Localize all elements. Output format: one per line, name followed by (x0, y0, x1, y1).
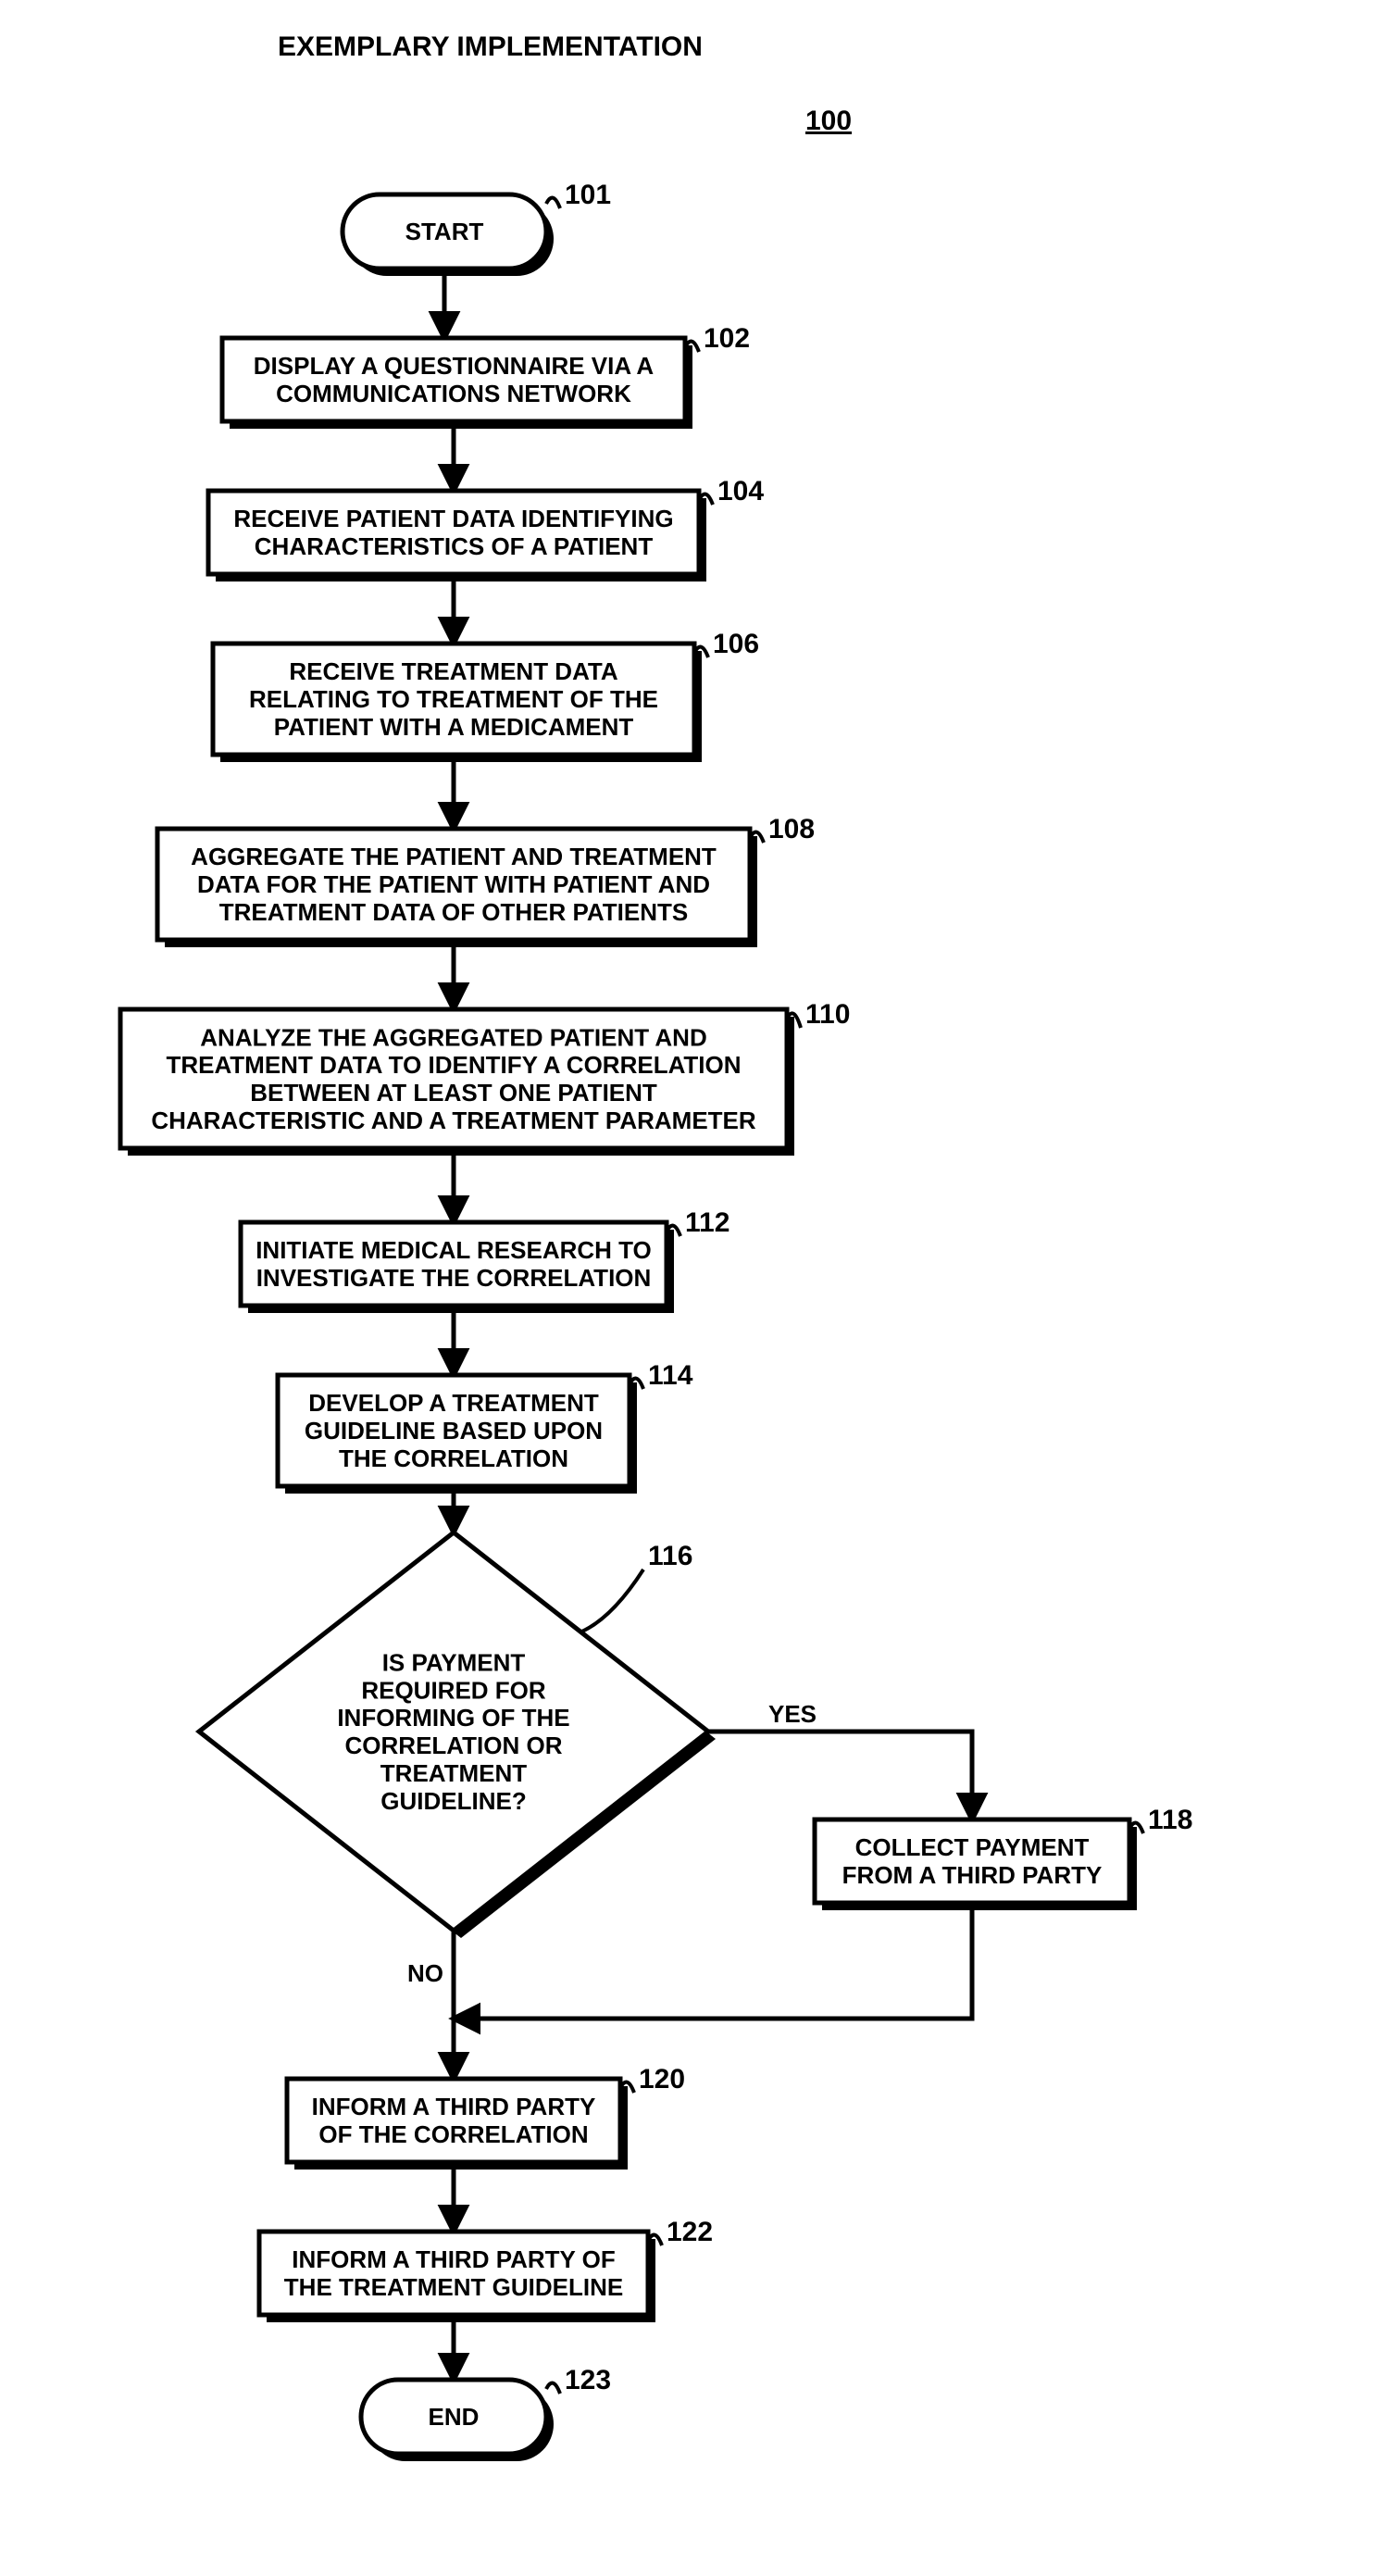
node-label: 106 (713, 629, 759, 659)
node-n104: RECEIVE PATIENT DATA IDENTIFYINGCHARACTE… (208, 491, 706, 581)
diagram-title: EXEMPLARY IMPLEMENTATION (278, 31, 703, 62)
node-text: GUIDELINE BASED UPON (305, 1417, 603, 1444)
edge (708, 1732, 972, 1819)
node-text: DEVELOP A TREATMENT (308, 1389, 599, 1417)
node-text: ANALYZE THE AGGREGATED PATIENT AND (200, 1023, 706, 1051)
node-text: OF THE CORRELATION (318, 2120, 588, 2148)
node-text: AGGREGATE THE PATIENT AND TREATMENT (191, 843, 717, 870)
node-label: 110 (805, 999, 850, 1030)
node-text: REQUIRED FOR (361, 1676, 546, 1704)
node-n106: RECEIVE TREATMENT DATARELATING TO TREATM… (213, 644, 702, 762)
node-text: BETWEEN AT LEAST ONE PATIENT (250, 1079, 657, 1107)
edge-label: YES (768, 1700, 817, 1728)
node-text: GUIDELINE? (380, 1787, 526, 1815)
node-n102: DISPLAY A QUESTIONNAIRE VIA ACOMMUNICATI… (222, 338, 692, 429)
node-text: COMMUNICATIONS NETWORK (276, 380, 631, 407)
node-text: COLLECT PAYMENT (855, 1833, 1090, 1861)
node-label: 123 (565, 2365, 611, 2395)
node-label: 116 (648, 1541, 692, 1571)
node-text: RECEIVE TREATMENT DATA (289, 657, 618, 685)
node-text: FROM A THIRD PARTY (842, 1861, 1103, 1889)
node-label: 104 (717, 476, 764, 506)
node-label: 118 (1148, 1805, 1192, 1835)
node-n108: AGGREGATE THE PATIENT AND TREATMENTDATA … (157, 829, 757, 947)
node-n118: COLLECT PAYMENTFROM A THIRD PARTY (815, 1819, 1137, 1910)
node-label: 108 (768, 814, 815, 844)
node-n112: INITIATE MEDICAL RESEARCH TOINVESTIGATE … (241, 1222, 674, 1313)
node-label: 122 (667, 2217, 713, 2247)
node-text: CHARACTERISTICS OF A PATIENT (255, 532, 654, 560)
node-text: PATIENT WITH A MEDICAMENT (274, 713, 634, 741)
node-end: END (361, 2380, 554, 2461)
node-text: INFORM A THIRD PARTY OF (292, 2245, 616, 2273)
node-text: TREATMENT DATA OF OTHER PATIENTS (219, 898, 688, 926)
node-text: INITIATE MEDICAL RESEARCH TO (256, 1236, 652, 1264)
node-text: CORRELATION OR (345, 1732, 563, 1759)
edge (454, 1903, 972, 2019)
node-text: INVESTIGATE THE CORRELATION (256, 1264, 652, 1292)
node-n114: DEVELOP A TREATMENTGUIDELINE BASED UPONT… (278, 1375, 637, 1494)
node-n122: INFORM A THIRD PARTY OFTHE TREATMENT GUI… (259, 2232, 655, 2322)
node-text: DATA FOR THE PATIENT WITH PATIENT AND (197, 870, 710, 898)
node-text: DISPLAY A QUESTIONNAIRE VIA A (254, 352, 655, 380)
edge-label: NO (407, 1959, 443, 1987)
node-text: THE CORRELATION (339, 1444, 568, 1472)
node-text: INFORM A THIRD PARTY (312, 2093, 596, 2120)
node-text: START (405, 218, 484, 245)
node-text: THE TREATMENT GUIDELINE (284, 2273, 623, 2301)
node-text: CHARACTERISTIC AND A TREATMENT PARAMETER (151, 1107, 756, 1134)
flowchart-diagram: EXEMPLARY IMPLEMENTATION 100 NO YES START 101… (0, 0, 1384, 2576)
node-label: 114 (648, 1360, 693, 1391)
node-n110: ANALYZE THE AGGREGATED PATIENT ANDTREATM… (120, 1009, 794, 1156)
node-text: TREATMENT DATA TO IDENTIFY A CORRELATION (166, 1051, 741, 1079)
node-label: 112 (685, 1207, 729, 1238)
node-text: IS PAYMENT (382, 1648, 526, 1676)
node-text: END (429, 2403, 480, 2431)
node-n116: IS PAYMENTREQUIRED FORINFORMING OF THECO… (199, 1532, 716, 1938)
node-label: 102 (704, 323, 750, 354)
figure-label: 100 (805, 106, 852, 136)
node-label: 101 (565, 180, 611, 210)
node-label: 120 (639, 2064, 685, 2095)
node-text: RELATING TO TREATMENT OF THE (249, 685, 658, 713)
node-text: INFORMING OF THE (337, 1704, 569, 1732)
node-text: RECEIVE PATIENT DATA IDENTIFYING (233, 505, 673, 532)
node-start: START (343, 194, 554, 276)
node-n120: INFORM A THIRD PARTYOF THE CORRELATION (287, 2079, 628, 2170)
node-text: TREATMENT (380, 1759, 528, 1787)
